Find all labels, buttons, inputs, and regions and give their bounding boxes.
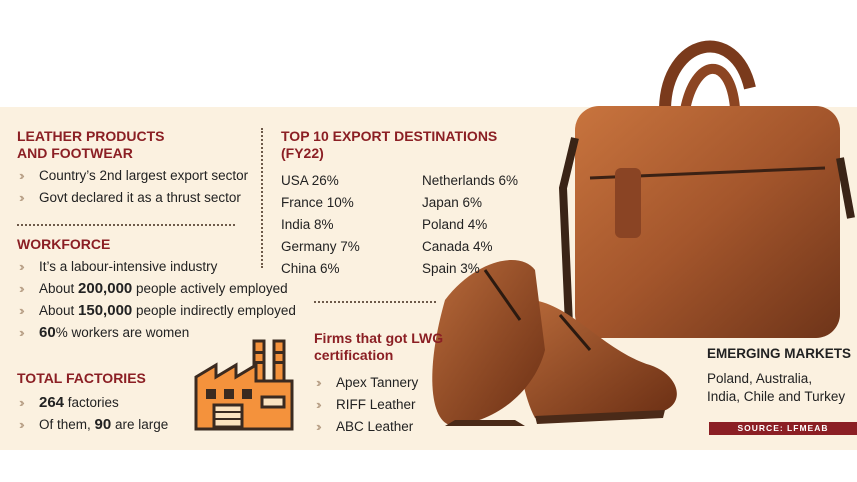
list-item: Germany 7% [281, 239, 360, 254]
destinations-section: TOP 10 EXPORT DESTINATIONS (FY22) [281, 128, 581, 162]
list-item: ›› Country’s 2nd largest export sector [17, 165, 257, 187]
chevron-bullet-icon: ›› [19, 303, 24, 318]
destinations-heading: TOP 10 EXPORT DESTINATIONS (FY22) [281, 128, 498, 161]
list-item: China 6% [281, 261, 340, 276]
list-item: Canada 4% [422, 239, 493, 254]
workforce-section: WORKFORCE ›› It’s a labour-intensive indu… [17, 236, 307, 344]
list-item: ›› RIFF Leather [314, 394, 464, 416]
emerging-heading: EMERGING MARKETS [707, 346, 852, 361]
list-item: ›› Govt declared it as a thrust sector [17, 187, 257, 209]
source-badge: SOURCE: LFMEAB [709, 422, 857, 435]
lwg-heading: Firms that got LWG certification [314, 330, 444, 363]
list-item: ›› Of them, 90 are large [17, 414, 197, 436]
chevron-bullet-icon: ›› [19, 281, 24, 296]
leather-bag-image [558, 40, 855, 348]
factories-heading: TOTAL FACTORIES [17, 370, 146, 386]
chevron-bullet-icon: ›› [19, 259, 24, 274]
emerging-line: Poland, Australia, [707, 371, 813, 386]
list-item: Netherlands 6% [422, 173, 519, 188]
list-item: USA 26% [281, 173, 339, 188]
lwg-section: Firms that got LWG certification ›› Apex … [314, 330, 464, 438]
divider [17, 224, 235, 226]
list-item: ›› 60% workers are women [17, 322, 307, 344]
list-item: ›› 264 factories [17, 392, 197, 414]
chevron-bullet-icon: ›› [316, 419, 321, 434]
list-item: Japan 6% [422, 195, 483, 210]
factory-icon [194, 339, 294, 431]
list-item: France 10% [281, 195, 354, 210]
list-item: ›› About 150,000 people indirectly employ… [17, 300, 307, 322]
emerging-section: EMERGING MARKETS Poland, Australia, Indi… [707, 345, 855, 406]
chevron-bullet-icon: ›› [316, 375, 321, 390]
chevron-bullet-icon: ›› [19, 417, 24, 432]
list-item: ›› Apex Tannery [314, 372, 464, 394]
destinations-left: USA 26% France 10% India 8% Germany 7% C… [281, 170, 360, 280]
leather-section: LEATHER PRODUCTS AND FOOTWEAR ›› Country’… [17, 128, 257, 209]
list-item: Poland 4% [422, 217, 488, 232]
chevron-bullet-icon: ›› [19, 325, 24, 340]
list-item: ›› ABC Leather [314, 416, 464, 438]
destinations-right: Netherlands 6% Japan 6% Poland 4% Canada… [422, 170, 518, 280]
brogue-shoes-image [432, 260, 677, 426]
chevron-bullet-icon: ›› [19, 190, 24, 205]
divider [314, 301, 436, 303]
chevron-bullet-icon: ›› [316, 397, 321, 412]
list-item: ›› About 200,000 people actively employed [17, 278, 307, 300]
divider [261, 128, 263, 268]
leather-heading: LEATHER PRODUCTS AND FOOTWEAR [17, 128, 165, 161]
chevron-bullet-icon: ›› [19, 168, 24, 183]
list-item: ›› It’s a labour-intensive industry [17, 256, 307, 278]
list-item: Spain 3% [422, 261, 480, 276]
workforce-heading: WORKFORCE [17, 236, 111, 252]
emerging-line: India, Chile and Turkey [707, 389, 846, 404]
factories-section: TOTAL FACTORIES ›› 264 factories ›› Of the… [17, 370, 197, 436]
list-item: India 8% [281, 217, 334, 232]
chevron-bullet-icon: ›› [19, 395, 24, 410]
